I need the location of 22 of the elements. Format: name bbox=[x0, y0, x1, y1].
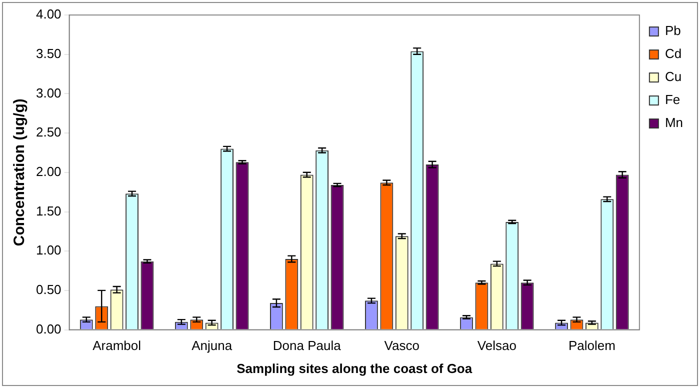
x-axis-title: Sampling sites along the coast of Goa bbox=[236, 360, 473, 376]
y-tick-label: 3.50 bbox=[36, 46, 62, 61]
y-tick-label: 0.50 bbox=[36, 282, 62, 298]
y-tick-label: 3.00 bbox=[36, 85, 62, 100]
x-tick-label: Dona Paula bbox=[272, 338, 342, 354]
legend-label: Cd bbox=[664, 46, 682, 62]
legend-label: Fe bbox=[664, 92, 680, 108]
x-tick-label: Palolem bbox=[568, 338, 616, 354]
y-tick-label: 2.50 bbox=[36, 124, 62, 140]
y-axis-title: Concentration (ug/g) bbox=[11, 98, 28, 246]
y-tick-label: 1.50 bbox=[36, 203, 62, 218]
x-tick-label: Vasco bbox=[384, 338, 420, 354]
legend-label: Cu bbox=[664, 69, 682, 84]
y-tick-label: 0.00 bbox=[36, 321, 62, 336]
y-tick-label: 2.00 bbox=[36, 164, 62, 179]
legend-label: Mn bbox=[664, 115, 684, 130]
legend-label: Pb bbox=[664, 23, 681, 38]
x-tick-label: Anjuna bbox=[192, 338, 233, 354]
x-tick-label: Arambol bbox=[92, 338, 142, 354]
y-tick-label: 1.00 bbox=[36, 242, 62, 258]
x-tick-label: Velsao bbox=[477, 338, 516, 354]
y-tick-label: 4.00 bbox=[36, 6, 62, 22]
